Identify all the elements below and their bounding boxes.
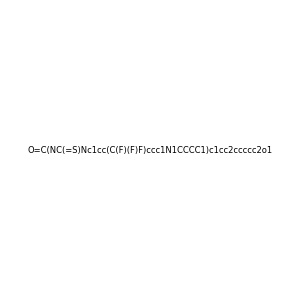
- Text: O=C(NC(=S)Nc1cc(C(F)(F)F)ccc1N1CCCC1)c1cc2ccccc2o1: O=C(NC(=S)Nc1cc(C(F)(F)F)ccc1N1CCCC1)c1c…: [27, 146, 273, 154]
